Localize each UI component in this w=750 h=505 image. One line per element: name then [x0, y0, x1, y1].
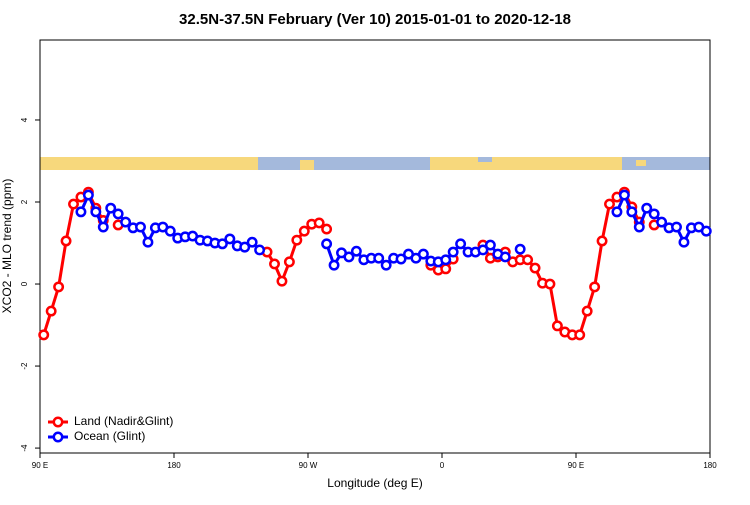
point [75, 206, 87, 218]
point [120, 216, 132, 228]
point [604, 198, 615, 210]
point [224, 233, 236, 245]
point [514, 243, 526, 255]
point [700, 225, 712, 237]
point [283, 256, 295, 268]
point [455, 238, 467, 250]
point [678, 236, 690, 248]
x-tick-label: 90 W [299, 461, 318, 470]
y-tick-label: 0 [20, 281, 29, 286]
point [484, 239, 496, 251]
point [142, 236, 154, 248]
point [581, 305, 593, 317]
point [633, 221, 645, 233]
legend-marker [52, 416, 64, 428]
point [298, 225, 310, 237]
point [216, 238, 228, 250]
point [618, 189, 630, 201]
point [499, 251, 511, 263]
x-tick-label: 90 E [32, 461, 48, 470]
point [246, 236, 258, 248]
x-tick-label: 180 [167, 461, 181, 470]
point [529, 262, 541, 274]
point [291, 234, 303, 246]
point [373, 252, 385, 264]
point [671, 221, 682, 233]
point [164, 225, 176, 237]
point [97, 221, 109, 233]
point [328, 259, 340, 271]
x-tick-label: 0 [440, 461, 445, 470]
point [45, 305, 57, 317]
point [395, 253, 407, 265]
map-strip [40, 157, 710, 170]
point [447, 246, 459, 258]
point [105, 202, 117, 214]
legend-marker [52, 431, 64, 443]
point [648, 208, 660, 220]
point [68, 198, 79, 210]
point [596, 235, 608, 247]
y-axis-label: XCO2 - MLO trend (ppm) [0, 179, 14, 314]
point [417, 248, 429, 260]
point [551, 320, 563, 332]
x-tick-label: 180 [703, 461, 717, 470]
point [641, 202, 653, 214]
point [254, 244, 266, 256]
point [90, 206, 102, 218]
point [276, 275, 288, 287]
point [477, 244, 489, 256]
point [343, 251, 355, 263]
point [60, 235, 72, 247]
point [269, 258, 280, 270]
point [440, 263, 452, 275]
y-tick-label: 4 [20, 117, 29, 122]
point [440, 254, 452, 266]
plot-frame [39, 39, 711, 454]
point [239, 241, 251, 253]
point [380, 259, 392, 271]
point [321, 238, 333, 250]
point [589, 281, 601, 293]
point [522, 254, 534, 266]
point [112, 208, 124, 220]
y-tick-label: -4 [20, 444, 29, 452]
y-tick-label: 2 [20, 199, 29, 204]
point [350, 245, 362, 257]
point [135, 221, 146, 233]
point [626, 206, 638, 218]
x-tick-label: 90 E [568, 461, 584, 470]
chart-title: 32.5N-37.5N February (Ver 10) 2015-01-01… [179, 11, 571, 28]
legend-label: Ocean (Glint) [74, 429, 145, 443]
point [38, 329, 50, 341]
series-line [44, 192, 654, 335]
point [574, 329, 586, 341]
point [313, 217, 325, 229]
point [544, 278, 556, 290]
y-tick-label: -2 [20, 362, 29, 370]
point [321, 223, 333, 235]
legend-label: Land (Nadir&Glint) [74, 414, 173, 428]
point [611, 206, 623, 218]
point [53, 281, 65, 293]
x-axis-label: Longitude (deg E) [327, 476, 422, 490]
point [656, 216, 668, 228]
point [82, 189, 94, 201]
